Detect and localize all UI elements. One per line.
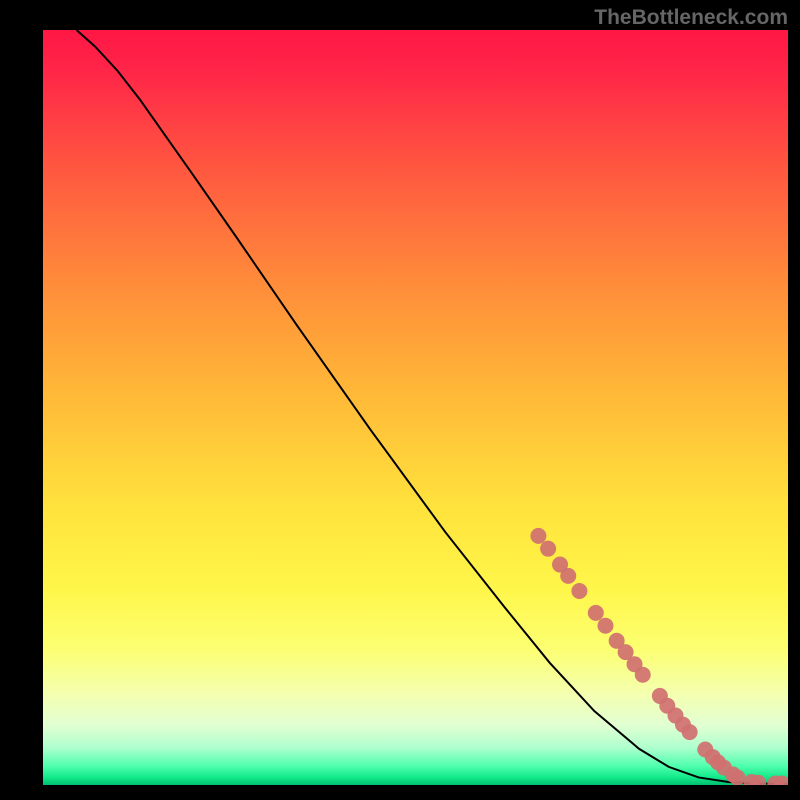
data-marker [540,541,556,557]
data-marker [571,583,587,599]
plot-svg-overlay [43,30,788,785]
data-marker [560,568,576,584]
plot-area [43,30,788,785]
data-marker [729,769,745,785]
data-marker [597,618,613,634]
data-marker [682,724,698,740]
watermark-text: TheBottleneck.com [594,6,788,30]
curve-line [77,30,788,784]
data-marker [635,667,651,683]
data-marker [530,528,546,544]
data-marker [588,605,604,621]
